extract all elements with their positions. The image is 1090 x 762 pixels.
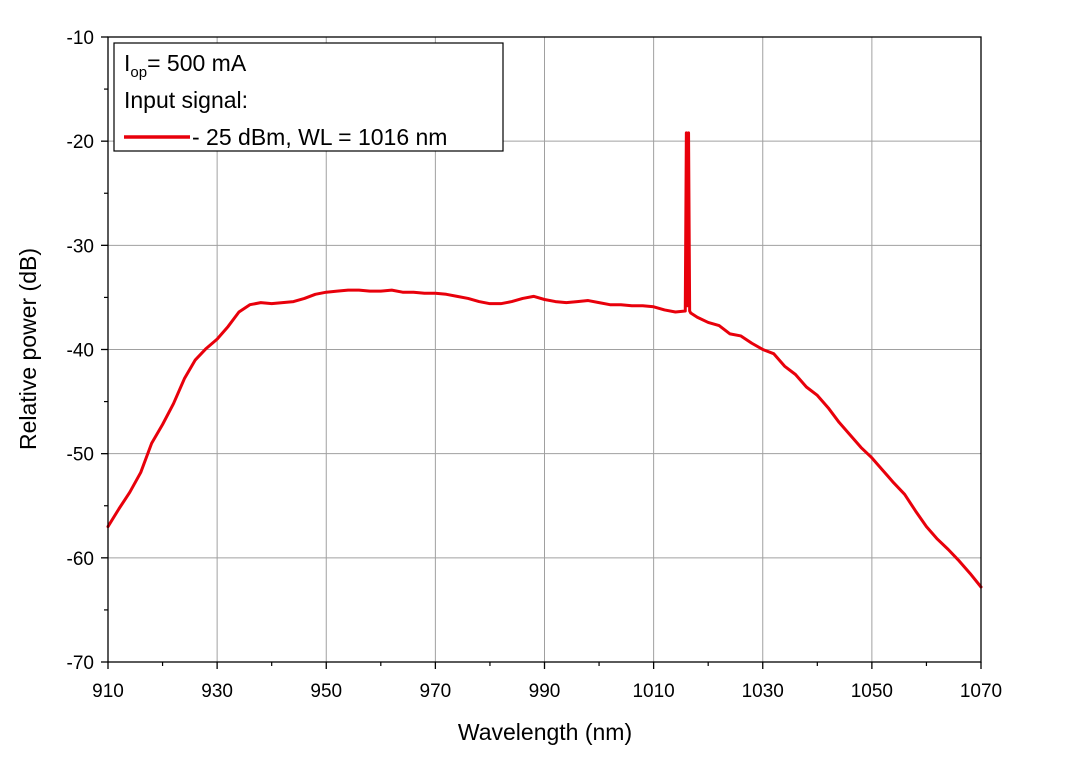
y-tick-label: -20 [67,132,94,153]
y-tick-label: -70 [67,653,94,674]
y-tick-label: -40 [67,341,94,362]
tick-labels: 910 930 950 970 990 1010 1030 1050 1070 -10 -20 -30… [67,28,1003,702]
legend-entry-label: - 25 dBm, WL = 1016 nm [192,124,447,150]
ticks [101,36,982,669]
x-tick-label: 910 [92,681,124,702]
x-tick-label: 1050 [851,681,893,702]
series-line [106,131,983,589]
legend-line-input-signal: Input signal: [124,87,248,113]
x-axis-title: Wavelength (nm) [458,719,632,745]
x-tick-label: 970 [420,681,452,702]
x-tick-label: 1010 [632,681,674,702]
legend-box [113,42,504,152]
x-tick-label: 1030 [742,681,784,702]
x-tick-label: 990 [529,681,561,702]
x-tick-label: 1070 [960,681,1002,702]
y-tick-label: -30 [67,236,94,257]
x-tick-label: 950 [310,681,342,702]
legend-line-iop: Iop= 500 mA [124,50,247,81]
x-tick-label: 930 [201,681,233,702]
y-tick-label: -60 [67,549,94,570]
legend: Iop= 500 mA Input signal: - 25 dBm, WL =… [113,42,504,152]
series-layer [106,131,983,589]
y-axis-title: Relative power (dB) [15,248,41,450]
y-tick-label: -50 [67,445,94,466]
y-tick-label: -10 [67,28,94,49]
